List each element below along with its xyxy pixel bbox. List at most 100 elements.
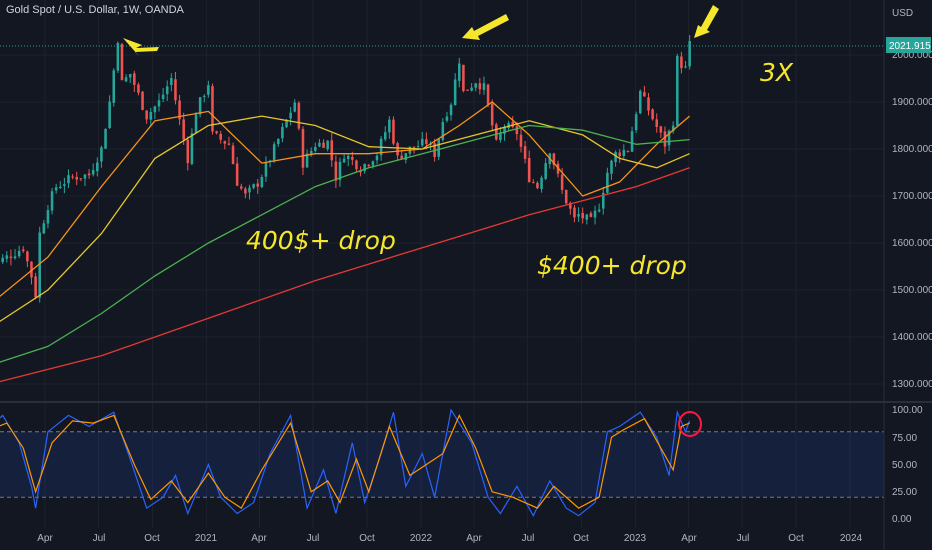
annotation-400-drop-2021: 400$+ drop [246, 226, 396, 255]
y-tick-label: 1700.000 [892, 191, 932, 202]
candle-body [437, 138, 440, 157]
x-tick-label: Oct [359, 533, 375, 544]
candle-body [663, 131, 667, 147]
candle-body [75, 176, 79, 180]
arrow-2022-peak [462, 14, 509, 40]
moving-average-red [0, 167, 690, 383]
candle-body [116, 43, 120, 71]
x-tick-label: Jul [93, 533, 106, 544]
candle-body [54, 187, 58, 191]
candle-body [330, 140, 334, 161]
candle-body [647, 97, 650, 111]
candle-body [260, 177, 264, 188]
candle-body [338, 161, 342, 180]
candle-body [21, 249, 25, 252]
x-tick-label: Oct [573, 533, 589, 544]
candle-body [174, 79, 177, 101]
candle-body [519, 134, 523, 147]
candle-body [420, 138, 424, 146]
candle-body [416, 146, 420, 148]
candle-body [552, 153, 556, 165]
candle-body [470, 87, 473, 91]
candle-body [634, 114, 638, 130]
candle-body [141, 91, 144, 110]
candle-body [46, 210, 50, 224]
candle-body [297, 102, 301, 129]
candle-body [326, 140, 329, 150]
candle-body [334, 161, 338, 181]
y-axis-currency: USD [892, 8, 913, 19]
candle-body [38, 232, 41, 298]
x-axis-labels: Apr Jul Oct 2021 Apr Jul Oct 2022 Apr Ju… [37, 533, 862, 544]
candle-body [161, 94, 165, 100]
candle-body [486, 84, 490, 105]
candle-body [684, 66, 687, 68]
candle-body [544, 163, 547, 179]
y-tick-label: 1600.000 [892, 238, 932, 249]
candle-body [371, 161, 375, 166]
candle-body [499, 133, 502, 141]
x-tick-label: Jul [737, 533, 750, 544]
candle-body [655, 119, 659, 127]
candle-body [503, 126, 506, 134]
candle-body [614, 151, 617, 163]
stoch-tick-label: 25.00 [892, 487, 917, 498]
candle-body [182, 119, 185, 140]
candle-body [474, 83, 478, 88]
candle-body [153, 106, 157, 113]
candle-body [112, 70, 116, 103]
candle-body [363, 163, 366, 172]
y-axis-labels: 1300.000 1400.000 1500.000 1600.000 1700… [892, 50, 932, 390]
candle-body [581, 212, 584, 219]
candle-body [87, 173, 91, 176]
candle-body [1, 257, 4, 263]
candle-body [478, 83, 482, 90]
stochastic-line-blue [0, 408, 691, 518]
stoch-tick-label: 0.00 [892, 514, 912, 525]
candle-body [482, 83, 486, 90]
candle-body [626, 151, 630, 153]
candle-body [659, 126, 663, 133]
candle-body [630, 131, 634, 152]
candle-body [256, 183, 259, 187]
candle-body [606, 172, 609, 193]
candle-body [128, 74, 132, 78]
candle-body [252, 184, 255, 188]
candle-body [124, 77, 128, 82]
candle-body [569, 202, 572, 209]
moving-average-yellow [0, 115, 690, 323]
moving-average-orange [0, 101, 691, 298]
candle-body [445, 116, 449, 121]
candle-body [441, 122, 445, 141]
stoch-axis-labels: 100.00 75.00 50.00 25.00 0.00 [892, 405, 923, 525]
candle-body [231, 145, 235, 165]
x-tick-label: 2023 [624, 533, 647, 544]
candle-body [318, 142, 321, 147]
candle-body [515, 126, 519, 135]
candle-body [272, 144, 276, 161]
stochastic-line-orange [0, 413, 690, 509]
candle-body [532, 182, 535, 184]
candle-body [202, 95, 206, 97]
candle-body [165, 86, 169, 95]
y-tick-label: 1800.000 [892, 144, 932, 155]
candle-body [639, 90, 642, 114]
candle-body [198, 97, 202, 115]
stoch-tick-label: 50.00 [892, 460, 917, 471]
candle-body [573, 207, 576, 218]
candle-body [322, 142, 325, 148]
candle-body [564, 189, 568, 204]
candle-body [676, 55, 679, 126]
candle-body [355, 160, 358, 170]
candle-body [289, 112, 292, 119]
candle-body [688, 41, 691, 67]
x-tick-label: Apr [466, 533, 482, 544]
candle-body [671, 125, 675, 132]
candle-body [425, 139, 428, 145]
candle-body [34, 276, 37, 298]
candle-body [392, 119, 395, 144]
annotation-arrows [123, 5, 719, 56]
candle-body [585, 214, 589, 220]
candle-body [281, 126, 284, 139]
